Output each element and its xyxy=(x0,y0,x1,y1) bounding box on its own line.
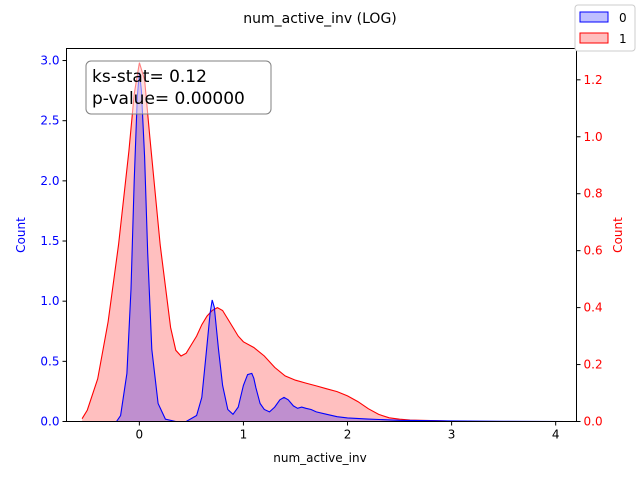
p-value-text: p-value= 0.00000 xyxy=(92,89,245,109)
left-y-tick-label: 2.5 xyxy=(40,114,59,128)
series-0-line xyxy=(116,72,567,423)
left-y-axis-label: Count xyxy=(14,217,28,253)
x-tick-label: 3 xyxy=(448,428,456,442)
left-y-tick-label: 0.5 xyxy=(40,354,59,368)
x-tick-label: 1 xyxy=(240,428,248,442)
right-y-tick-label: 0.2 xyxy=(584,358,603,372)
legend-swatch-1 xyxy=(579,32,609,44)
left-y-tick-label: 2.0 xyxy=(40,174,59,188)
right-y-tick-label: 1.0 xyxy=(584,130,603,144)
legend-swatch-0 xyxy=(579,11,609,23)
right-y-tick-label: 0.0 xyxy=(584,415,603,429)
legend-frame xyxy=(574,4,636,52)
x-axis: 0 1 2 3 4 xyxy=(136,421,560,442)
right-y-tick-label: 0.8 xyxy=(584,187,603,201)
x-tick-label: 2 xyxy=(344,428,352,442)
plot-area xyxy=(81,62,567,423)
plot-frame xyxy=(66,48,577,422)
legend-label-0: 0 xyxy=(619,11,627,25)
left-y-tick-label: 3.0 xyxy=(40,54,59,68)
chart-title: num_active_inv (LOG) xyxy=(243,11,397,27)
x-axis-label: num_active_inv xyxy=(273,451,366,465)
stats-annotation: ks-stat= 0.12 p-value= 0.00000 xyxy=(85,60,272,115)
legend-label-1: 1 xyxy=(619,32,627,46)
right-y-tick-label: 0.4 xyxy=(584,301,603,315)
right-y-tick-label: 0.6 xyxy=(584,244,603,258)
annotation-box xyxy=(85,60,272,115)
right-y-axis-label: Count xyxy=(611,217,625,253)
right-y-axis: 0.0 0.2 0.4 0.6 0.8 1.0 1.2 xyxy=(576,73,603,429)
series-1-area xyxy=(82,62,473,422)
legend: 0 1 xyxy=(574,4,636,52)
right-y-tick-label: 1.2 xyxy=(584,73,603,87)
x-tick-label: 4 xyxy=(552,428,560,442)
ks-stat-text: ks-stat= 0.12 xyxy=(92,67,207,87)
left-y-tick-label: 1.0 xyxy=(40,294,59,308)
left-y-tick-label: 1.5 xyxy=(40,234,59,248)
x-tick-label: 0 xyxy=(136,428,144,442)
left-y-tick-label: 0.0 xyxy=(40,415,59,429)
left-y-axis: 0.0 0.5 1.0 1.5 2.0 2.5 3.0 xyxy=(40,54,67,429)
